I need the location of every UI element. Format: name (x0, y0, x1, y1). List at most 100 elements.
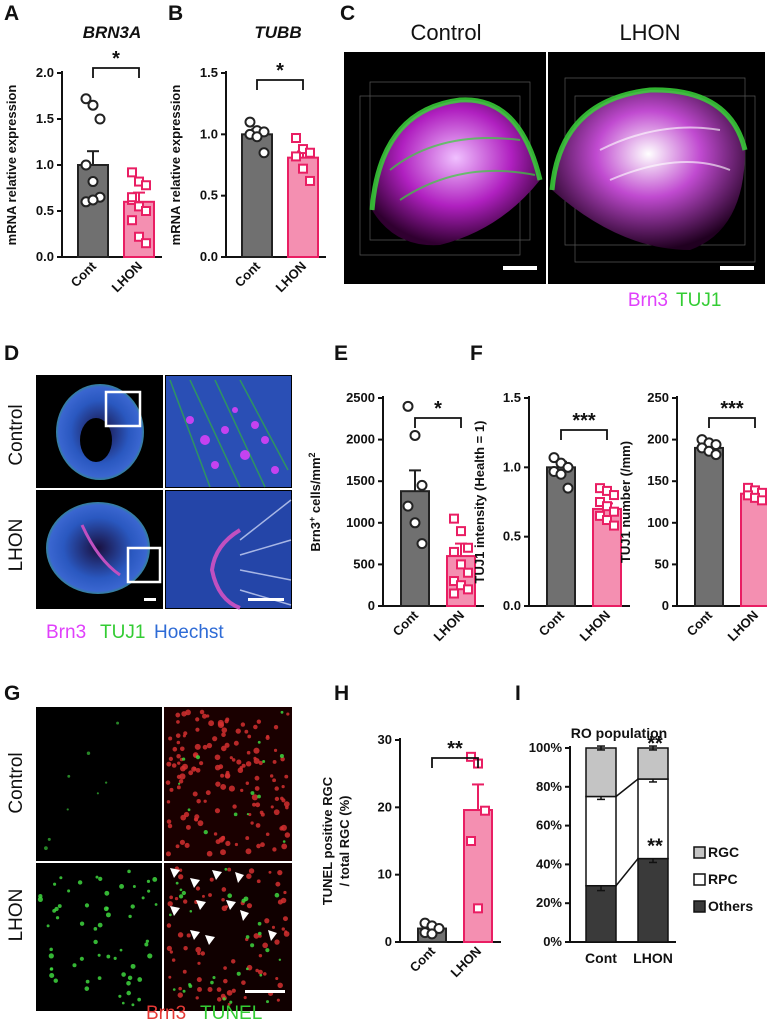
cell-dot (183, 946, 188, 951)
data-point-control (402, 500, 414, 512)
bar-lhon (287, 156, 319, 258)
data-point-control (87, 176, 99, 188)
cell-dot (176, 774, 182, 780)
panel-g-channel-brn3: Brn3 (146, 1003, 186, 1024)
cell-dot (166, 800, 171, 804)
cell-dot (166, 819, 172, 824)
cell-dot (54, 906, 59, 912)
y-tick-label: 0.0 (503, 598, 521, 613)
x-tick-label: LHON (108, 259, 145, 296)
cell-dot (276, 998, 280, 1002)
cell-dot (67, 774, 71, 778)
cell-dot (200, 951, 205, 956)
panel-c-scale-bar-control (503, 266, 537, 270)
cell-dot (241, 980, 246, 985)
cell-dot (131, 1003, 135, 1007)
cell-dot (258, 953, 263, 958)
cell-dot (225, 840, 231, 847)
y-tick-label: 0 (368, 598, 375, 613)
cell-dot (250, 821, 254, 825)
data-point-lhon (463, 542, 473, 553)
cell-dot (176, 785, 181, 790)
x-tick-label: Cont (232, 258, 264, 290)
cell-dot (248, 812, 252, 817)
y-tick-label: 50 (655, 556, 669, 571)
data-point-lhon (127, 192, 137, 203)
cell-dot (206, 742, 213, 749)
significance-stars-others: ** (647, 836, 663, 858)
cell-dot (174, 896, 179, 901)
cell-dot (264, 918, 270, 924)
cell-dot (178, 894, 184, 899)
cell-dot (147, 953, 153, 959)
cell-dot (221, 887, 227, 892)
y-tick-label: 250 (647, 390, 669, 405)
cell-dot (235, 728, 241, 734)
cell-dot (49, 967, 54, 971)
cell-dot (259, 810, 264, 815)
cell-dot (66, 808, 69, 811)
cell-dot (146, 879, 151, 883)
cell-dot (222, 997, 226, 1001)
cell-dot (256, 719, 262, 724)
cell-dot (105, 912, 111, 918)
y-tick-label: 2.0 (36, 65, 54, 80)
cell-dot (168, 913, 172, 917)
panel-d-row-control: Control (6, 404, 27, 465)
cell-dot (272, 760, 277, 764)
cell-dot (113, 956, 117, 960)
cell-dot (274, 892, 280, 898)
panel-g-cells (37, 709, 291, 1007)
cell-dot (165, 780, 171, 785)
cell-dot (279, 753, 284, 759)
y-tick-label: 200 (647, 432, 669, 447)
panel-label-g: G (4, 682, 20, 705)
x-tick-label: LHON (447, 944, 484, 981)
cell-dot (175, 712, 181, 718)
cell-dot (128, 914, 132, 919)
cell-dot (175, 844, 180, 849)
cell-dot (263, 972, 267, 976)
cell-dot (247, 734, 252, 739)
data-point-lhon (466, 836, 476, 846)
y-tick-label: 500 (353, 556, 375, 571)
cell-dot (141, 896, 145, 900)
cell-dot (281, 843, 288, 850)
cell-dot (216, 997, 222, 1002)
significance-stars: *** (572, 410, 596, 432)
data-point-lhon (449, 588, 459, 599)
cell-dot (192, 791, 198, 797)
cell-dot (243, 896, 249, 902)
significance-stars: * (112, 48, 120, 70)
cell-dot (169, 895, 174, 900)
cell-dot (183, 899, 188, 904)
cell-dot (280, 796, 284, 801)
cell-dot (245, 781, 250, 785)
cell-dot (220, 773, 225, 778)
panel-label-a: A (4, 2, 19, 25)
cell-dot (181, 711, 187, 717)
cell-dot (253, 724, 258, 730)
cell-dot (194, 814, 200, 820)
cell-dot (232, 804, 237, 809)
panel-d-channel-tuj1: TUJ1 (100, 622, 145, 643)
cell-dot (166, 761, 172, 767)
cell-dot (231, 959, 236, 964)
cell-dot (245, 848, 252, 855)
y-axis-label: mRNA relative expression (4, 85, 19, 246)
cell-dot (59, 876, 63, 880)
cell-dot (177, 932, 184, 938)
panel-c-channel-tuj1: TUJ1 (676, 290, 721, 311)
cell-dot (212, 736, 218, 742)
cell-dot (234, 842, 239, 847)
cell-dot (48, 953, 54, 959)
cell-dot (194, 743, 201, 750)
cell-dot (205, 790, 211, 796)
cell-dot (168, 975, 172, 979)
chart-a-brn3a: 0.0 0.5 1.0 1.5 2.0 mRNA relative expression B… (4, 23, 162, 295)
y-tick-label: 2500 (346, 390, 375, 405)
cell-dot (270, 805, 274, 809)
cell-dot (265, 735, 270, 740)
data-point-control (555, 468, 567, 480)
y-tick-label: 30 (378, 732, 392, 747)
